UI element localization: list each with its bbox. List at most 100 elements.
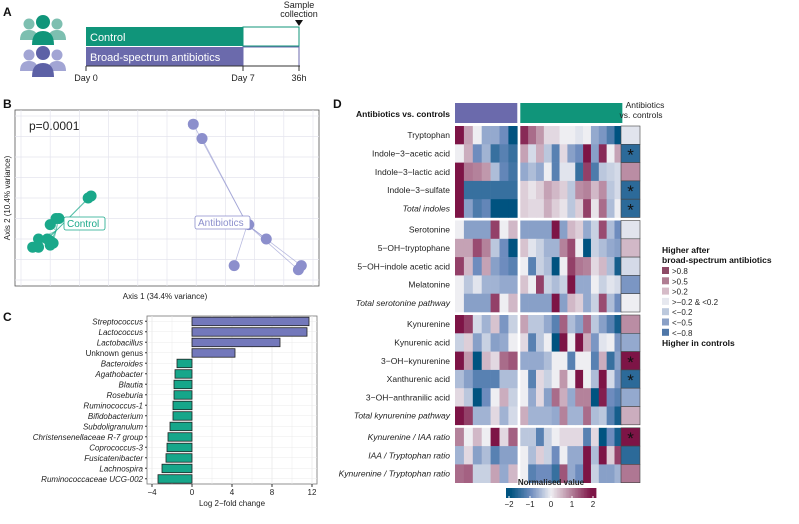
heatmap-cell	[463, 144, 474, 163]
heatmap-cell	[583, 199, 592, 218]
controls-header-bar	[520, 103, 623, 123]
heatmap-cell	[508, 406, 518, 426]
panel-c-letter: C	[3, 310, 12, 324]
heatmap-cell	[551, 144, 560, 163]
bar	[191, 316, 310, 327]
heatmap-cell	[455, 369, 465, 389]
heatmap-cell	[575, 180, 584, 200]
heatmap-cell	[455, 162, 465, 182]
heatmap-cell	[614, 180, 623, 200]
significance-star-icon: *	[627, 429, 634, 448]
heatmap-cell	[528, 126, 537, 145]
colorbar-segment	[509, 488, 511, 498]
heatmap-cell	[598, 406, 607, 426]
heatmap-cell	[520, 333, 529, 352]
heatmap-cell	[508, 180, 518, 200]
significance-star-icon: *	[627, 371, 634, 390]
colorbar-segment	[552, 488, 555, 498]
heatmap-cell	[508, 126, 518, 145]
heatmap-cell	[543, 369, 552, 389]
category-label: Bifidobacterium	[88, 412, 143, 421]
antibiotics-point	[228, 260, 240, 272]
heatmap-cell	[463, 220, 474, 240]
category-label: Lachnospira	[99, 464, 143, 473]
heatmap-cell	[499, 144, 509, 163]
heatmap-cell	[520, 388, 529, 407]
category-label: Lactobacillus	[97, 338, 143, 347]
colorbar-segment	[591, 488, 594, 498]
colorbar-segment	[593, 488, 595, 498]
bar	[191, 337, 281, 348]
heatmap-cell	[614, 199, 623, 218]
heatmap-cell	[598, 427, 607, 447]
heatmap-cell	[590, 388, 600, 407]
row-label: Serotonine	[409, 225, 450, 235]
heatmap-cell	[536, 199, 545, 218]
bar	[169, 421, 193, 432]
colorbar-segment	[524, 488, 526, 498]
heatmap-cell	[508, 446, 518, 465]
heatmap-cell	[606, 406, 615, 426]
legend-label: >0.2	[672, 288, 688, 297]
heatmap-cell	[590, 275, 600, 294]
heatmap-cell	[536, 144, 545, 163]
heatmap-cell	[455, 446, 465, 465]
heatmap-cell	[583, 257, 592, 276]
heatmap-cell	[606, 220, 615, 240]
heatmap-cell	[455, 199, 465, 218]
heatmap-cell	[567, 199, 576, 218]
colorbar-segment	[549, 488, 552, 498]
heatmap-cell	[490, 144, 500, 163]
heatmap-cell	[606, 388, 615, 407]
heatmap-cell	[490, 388, 500, 407]
heatmap-cell	[559, 180, 568, 200]
heatmap-cell	[455, 351, 465, 371]
colorbar-segment	[587, 488, 589, 498]
heatmap-cell	[463, 162, 474, 182]
heatmap-cell	[490, 464, 500, 483]
heatmap-cell	[490, 126, 500, 145]
category-label: Unknown genus	[86, 349, 143, 358]
p-value-annotation: p=0.0001	[29, 119, 80, 133]
bar	[173, 379, 193, 390]
heatmap-cell	[543, 315, 552, 334]
spoke-line	[247, 224, 299, 271]
heatmap-cell	[490, 238, 500, 258]
heatmap-cell	[490, 220, 500, 240]
x-tick-label: 12	[308, 488, 317, 497]
heatmap-cell	[606, 199, 615, 218]
heatmap-cell	[598, 238, 607, 258]
heatmap-cell	[536, 388, 545, 407]
heatmap-cell	[472, 199, 482, 218]
heatmap-cell	[590, 351, 600, 371]
bar	[165, 453, 193, 463]
colorbar-segment	[567, 488, 570, 498]
heatmap-cell	[528, 162, 537, 182]
heatmap-cell	[598, 220, 607, 240]
heatmap-cell	[614, 446, 623, 465]
heatmap-cell	[543, 238, 552, 258]
heatmap-cell	[551, 369, 560, 389]
heatmap-cell	[583, 464, 592, 483]
heatmap-cell	[499, 257, 509, 276]
colorbar-segment	[551, 488, 553, 498]
heatmap-cell	[455, 427, 465, 447]
colorbar-segment	[594, 488, 597, 498]
heatmap-cell	[536, 257, 545, 276]
heatmap-cell	[543, 464, 552, 483]
antibiotics-point	[292, 264, 304, 276]
panel-b-letter: B	[3, 97, 12, 111]
heatmap-cell	[583, 275, 592, 294]
heatmap-cell	[481, 220, 491, 240]
heatmap-cell	[499, 293, 509, 313]
colorbar-tick-label: 0	[549, 500, 554, 509]
heatmap-cell	[508, 275, 518, 294]
heatmap-cell	[583, 126, 592, 145]
heatmap-cell	[606, 126, 615, 145]
heatmap-cell	[508, 464, 518, 483]
heatmap-cell	[528, 333, 537, 352]
colorbar-segment	[515, 488, 517, 498]
heatmap-cell	[472, 315, 482, 334]
antibiotics-point	[187, 118, 199, 130]
heatmap-cell	[543, 220, 552, 240]
